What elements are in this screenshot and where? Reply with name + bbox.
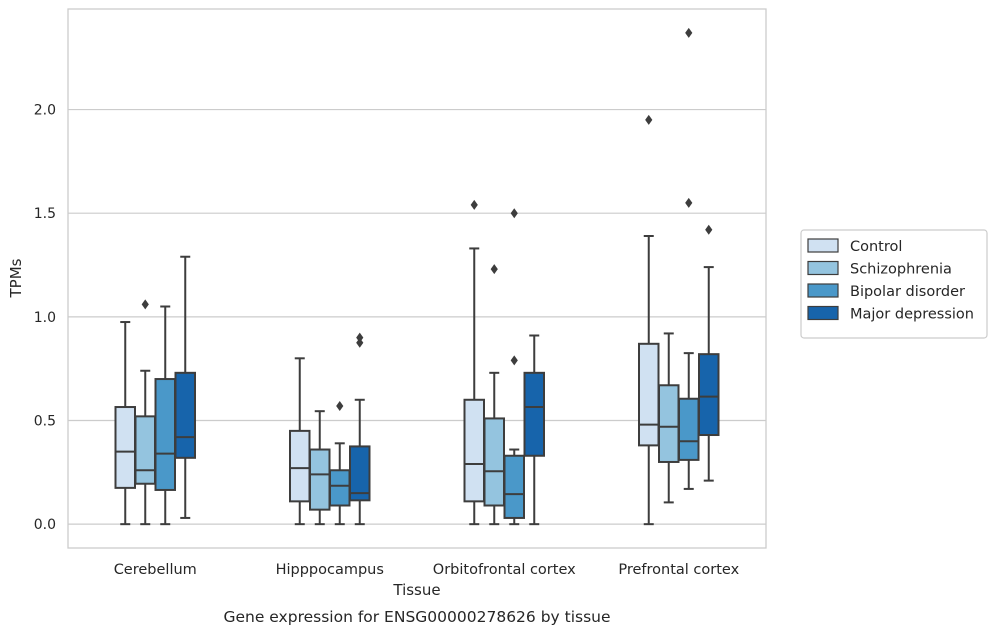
box-iqr [678,397,700,461]
box-2-3 [523,334,545,526]
outlier-point [645,114,653,125]
box-3-0 [638,114,660,526]
legend-label: Major depression [850,307,974,323]
chart-caption: Gene expression for ENSG00000278626 by t… [223,608,610,626]
box-iqr [329,469,351,507]
box-iqr [503,454,525,519]
x-tick-label: Cerebellum [114,562,197,578]
x-tick-label: Hipppocampus [276,562,384,578]
box-iqr [698,353,720,437]
box-iqr [483,417,505,507]
legend-swatch [807,283,839,298]
legend: Control Schizophrenia Bipolar disorder Majo… [800,229,988,339]
box-iqr [154,378,176,491]
box-1-0 [289,357,311,526]
outlier-point [510,208,518,219]
box-0-3 [174,255,196,519]
legend-swatch [807,238,839,253]
outlier-point [490,264,498,275]
y-axis-ticks: 0.0 0.5 1.0 1.5 2.0 [34,103,56,534]
box-3-1 [658,332,680,504]
x-tick-label: Prefrontal cortex [618,562,739,578]
box-iqr [349,445,371,502]
outlier-point [356,332,364,343]
plot-frame [67,8,767,549]
y-tick-label: 1.0 [34,310,56,326]
box-0-0 [114,321,136,526]
y-tick-label: 2.0 [34,103,56,119]
box-iqr [463,398,485,503]
box-2-0 [463,199,485,526]
box-iqr [134,415,156,485]
box-3-2 [678,27,700,490]
y-tick-label: 0.5 [34,414,56,430]
box-1-2 [329,400,351,526]
box-iqr [174,371,196,459]
box-2-1 [483,264,505,526]
x-axis-label: Tissue [392,581,440,599]
box-iqr [638,342,660,447]
box-1-1 [309,410,331,526]
outlier-point [510,355,518,366]
y-tick-label: 0.0 [34,517,56,533]
box-0-1 [134,299,156,526]
legend-swatch [807,305,839,321]
outlier-point [336,400,344,411]
outlier-point [685,27,693,38]
y-axis-label: TPMs [7,258,25,298]
x-tick-label: Orbitofrontal cortex [433,562,576,578]
box-groups [114,27,720,526]
legend-label: Bipolar disorder [850,284,965,300]
outlier-point [141,299,149,310]
box-0-2 [154,305,176,526]
box-iqr [289,429,311,503]
box-3-3 [698,224,720,482]
box-iqr [114,406,136,489]
outlier-point [705,224,713,235]
outlier-point [470,199,478,210]
outlier-point [356,337,364,348]
box-1-3 [349,332,371,526]
box-2-2 [503,208,525,526]
box-iqr [309,448,331,511]
box-iqr [523,371,545,457]
outlier-point [685,197,693,208]
legend-swatch [807,260,839,276]
x-axis-ticks: Cerebellum Hipppocampus Orbitofrontal cort… [114,562,740,578]
legend-label: Control [850,239,902,255]
y-tick-label: 1.5 [34,206,56,222]
box-iqr [658,384,680,463]
legend-frame [800,229,988,339]
legend-label: Schizophrenia [850,262,952,278]
